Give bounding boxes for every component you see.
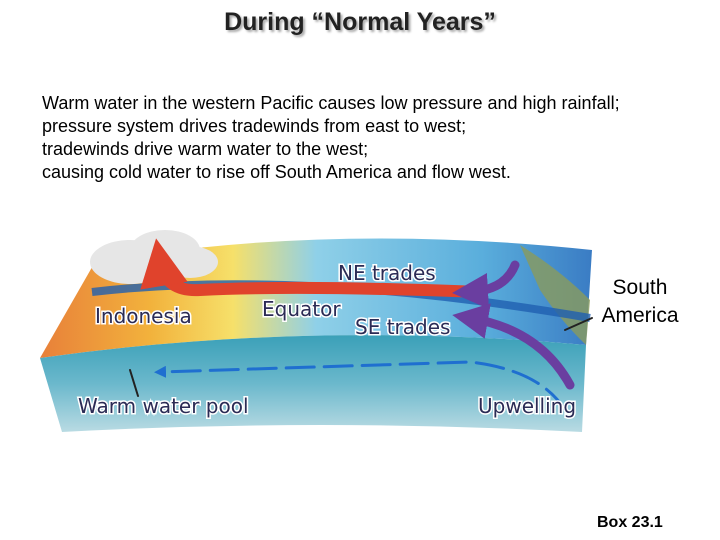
body-line: pressure system drives tradewinds from e… [42, 116, 467, 136]
label-ne-trades: NE trades [338, 261, 436, 285]
side-label: South America [601, 276, 679, 327]
footer: Box 23.1 [597, 514, 663, 531]
label-indonesia: Indonesia [95, 304, 192, 328]
body-line: causing cold water to rise off South Ame… [42, 162, 511, 182]
body-text: Warm water in the western Pacific causes… [42, 92, 620, 184]
title: During “Normal Years” [224, 8, 496, 36]
body-line: tradewinds drive warm water to the west; [42, 139, 369, 159]
label-equator: Equator [262, 297, 341, 321]
body-line: Warm water in the western Pacific causes… [42, 93, 620, 113]
label-se-trades: SE trades [355, 315, 450, 339]
label-upwelling: Upwelling [478, 394, 576, 418]
arrows [129, 238, 593, 412]
cloud [90, 230, 218, 284]
label-warm-pool: Warm water pool [78, 394, 249, 418]
